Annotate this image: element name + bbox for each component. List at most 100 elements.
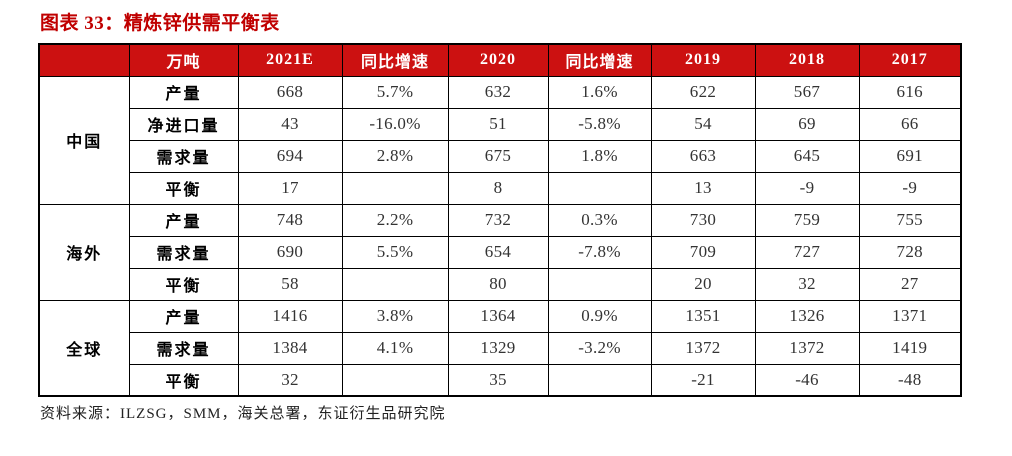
indicator-cell: 平衡 <box>128 267 239 301</box>
header-row: 万吨 2021E 同比增速 2020 同比增速 2019 2018 2017 <box>38 43 962 77</box>
table-row: 平衡 17 8 13 -9 -9 <box>39 171 962 205</box>
value-cell: 694 <box>237 139 343 173</box>
value-cell: -21 <box>650 363 756 397</box>
value-cell: 5.5% <box>341 235 449 269</box>
value-cell: 1419 <box>858 331 962 365</box>
value-cell: 1371 <box>858 299 962 333</box>
value-cell: 2.8% <box>341 139 449 173</box>
value-cell: 1329 <box>447 331 549 365</box>
indicator-cell: 产量 <box>128 299 239 333</box>
value-cell: 5.7% <box>341 75 449 109</box>
value-cell <box>547 363 652 397</box>
indicator-cell: 需求量 <box>128 139 239 173</box>
zinc-balance-table: 万吨 2021E 同比增速 2020 同比增速 2019 2018 2017 中… <box>38 43 962 397</box>
value-cell: -9 <box>858 171 962 205</box>
value-cell: -48 <box>858 363 962 397</box>
value-cell: 622 <box>650 75 756 109</box>
header-unit-cell: 万吨 <box>128 43 239 77</box>
value-cell: 13 <box>650 171 756 205</box>
value-cell: 1.8% <box>547 139 652 173</box>
header-year-cell: 2019 <box>650 43 756 77</box>
header-year-cell: 2018 <box>754 43 860 77</box>
indicator-cell: 需求量 <box>128 331 239 365</box>
value-cell: 709 <box>650 235 756 269</box>
header-year-cell: 2021E <box>237 43 343 77</box>
value-cell: 675 <box>447 139 549 173</box>
value-cell: 690 <box>237 235 343 269</box>
value-cell: 1372 <box>650 331 756 365</box>
value-cell: 691 <box>858 139 962 173</box>
header-year-cell: 2017 <box>858 43 962 77</box>
indicator-cell: 平衡 <box>128 363 239 397</box>
value-cell: 3.8% <box>341 299 449 333</box>
value-cell: 1372 <box>754 331 860 365</box>
value-cell: 616 <box>858 75 962 109</box>
value-cell: -16.0% <box>341 107 449 141</box>
table-row: 需求量 690 5.5% 654 -7.8% 709 727 728 <box>39 235 962 269</box>
indicator-cell: 净进口量 <box>128 107 239 141</box>
header-corner-cell <box>38 43 130 77</box>
value-cell: 58 <box>237 267 343 301</box>
value-cell: 755 <box>858 203 962 237</box>
value-cell: 732 <box>447 203 549 237</box>
value-cell: 728 <box>858 235 962 269</box>
value-cell: 54 <box>650 107 756 141</box>
value-cell <box>341 363 449 397</box>
value-cell: 0.3% <box>547 203 652 237</box>
table-row: 海外 产量 748 2.2% 732 0.3% 730 759 755 <box>38 203 962 301</box>
value-cell: -3.2% <box>547 331 652 365</box>
value-cell: 654 <box>447 235 549 269</box>
value-cell <box>341 267 449 301</box>
value-cell: 759 <box>754 203 860 237</box>
indicator-cell: 产量 <box>128 203 239 237</box>
value-cell: -46 <box>754 363 860 397</box>
value-cell <box>547 171 652 205</box>
value-cell: 1416 <box>237 299 343 333</box>
group-cell: 全球 <box>38 299 130 397</box>
header-yoy-cell: 同比增速 <box>341 43 449 77</box>
indicator-cell: 需求量 <box>128 235 239 269</box>
value-cell: 1351 <box>650 299 756 333</box>
value-cell: 567 <box>754 75 860 109</box>
table-row: 平衡 32 35 -21 -46 -48 <box>39 363 962 397</box>
value-cell: 32 <box>237 363 343 397</box>
indicator-cell: 产量 <box>128 75 239 109</box>
table-row: 平衡 58 80 20 32 27 <box>39 267 962 301</box>
value-cell: 632 <box>447 75 549 109</box>
table-row: 需求量 694 2.8% 675 1.8% 663 645 691 <box>39 139 962 173</box>
value-cell: 4.1% <box>341 331 449 365</box>
value-cell: 20 <box>650 267 756 301</box>
value-cell: 668 <box>237 75 343 109</box>
header-yoy-cell: 同比增速 <box>547 43 652 77</box>
value-cell: -5.8% <box>547 107 652 141</box>
value-cell: 80 <box>447 267 549 301</box>
value-cell: -9 <box>754 171 860 205</box>
value-cell: 727 <box>754 235 860 269</box>
value-cell: 2.2% <box>341 203 449 237</box>
table-row: 全球 产量 1416 3.8% 1364 0.9% 1351 1326 1371 <box>38 299 962 397</box>
value-cell: 0.9% <box>547 299 652 333</box>
source-note: 资料来源：ILZSG，SMM，海关总署，东证衍生品研究院 <box>40 406 446 422</box>
value-cell: 17 <box>237 171 343 205</box>
value-cell: 66 <box>858 107 962 141</box>
value-cell: 27 <box>858 267 962 301</box>
value-cell: 43 <box>237 107 343 141</box>
value-cell: 1326 <box>754 299 860 333</box>
value-cell: 8 <box>447 171 549 205</box>
value-cell: 730 <box>650 203 756 237</box>
value-cell <box>547 267 652 301</box>
value-cell: 32 <box>754 267 860 301</box>
value-cell <box>341 171 449 205</box>
value-cell: 51 <box>447 107 549 141</box>
value-cell: 645 <box>754 139 860 173</box>
indicator-cell: 平衡 <box>128 171 239 205</box>
value-cell: 69 <box>754 107 860 141</box>
group-cell: 海外 <box>38 203 130 301</box>
value-cell: 663 <box>650 139 756 173</box>
table-row: 中国 产量 668 5.7% 632 1.6% 622 567 616 <box>38 75 962 205</box>
group-cell: 中国 <box>38 75 130 205</box>
value-cell: 1364 <box>447 299 549 333</box>
value-cell: 1.6% <box>547 75 652 109</box>
value-cell: -7.8% <box>547 235 652 269</box>
